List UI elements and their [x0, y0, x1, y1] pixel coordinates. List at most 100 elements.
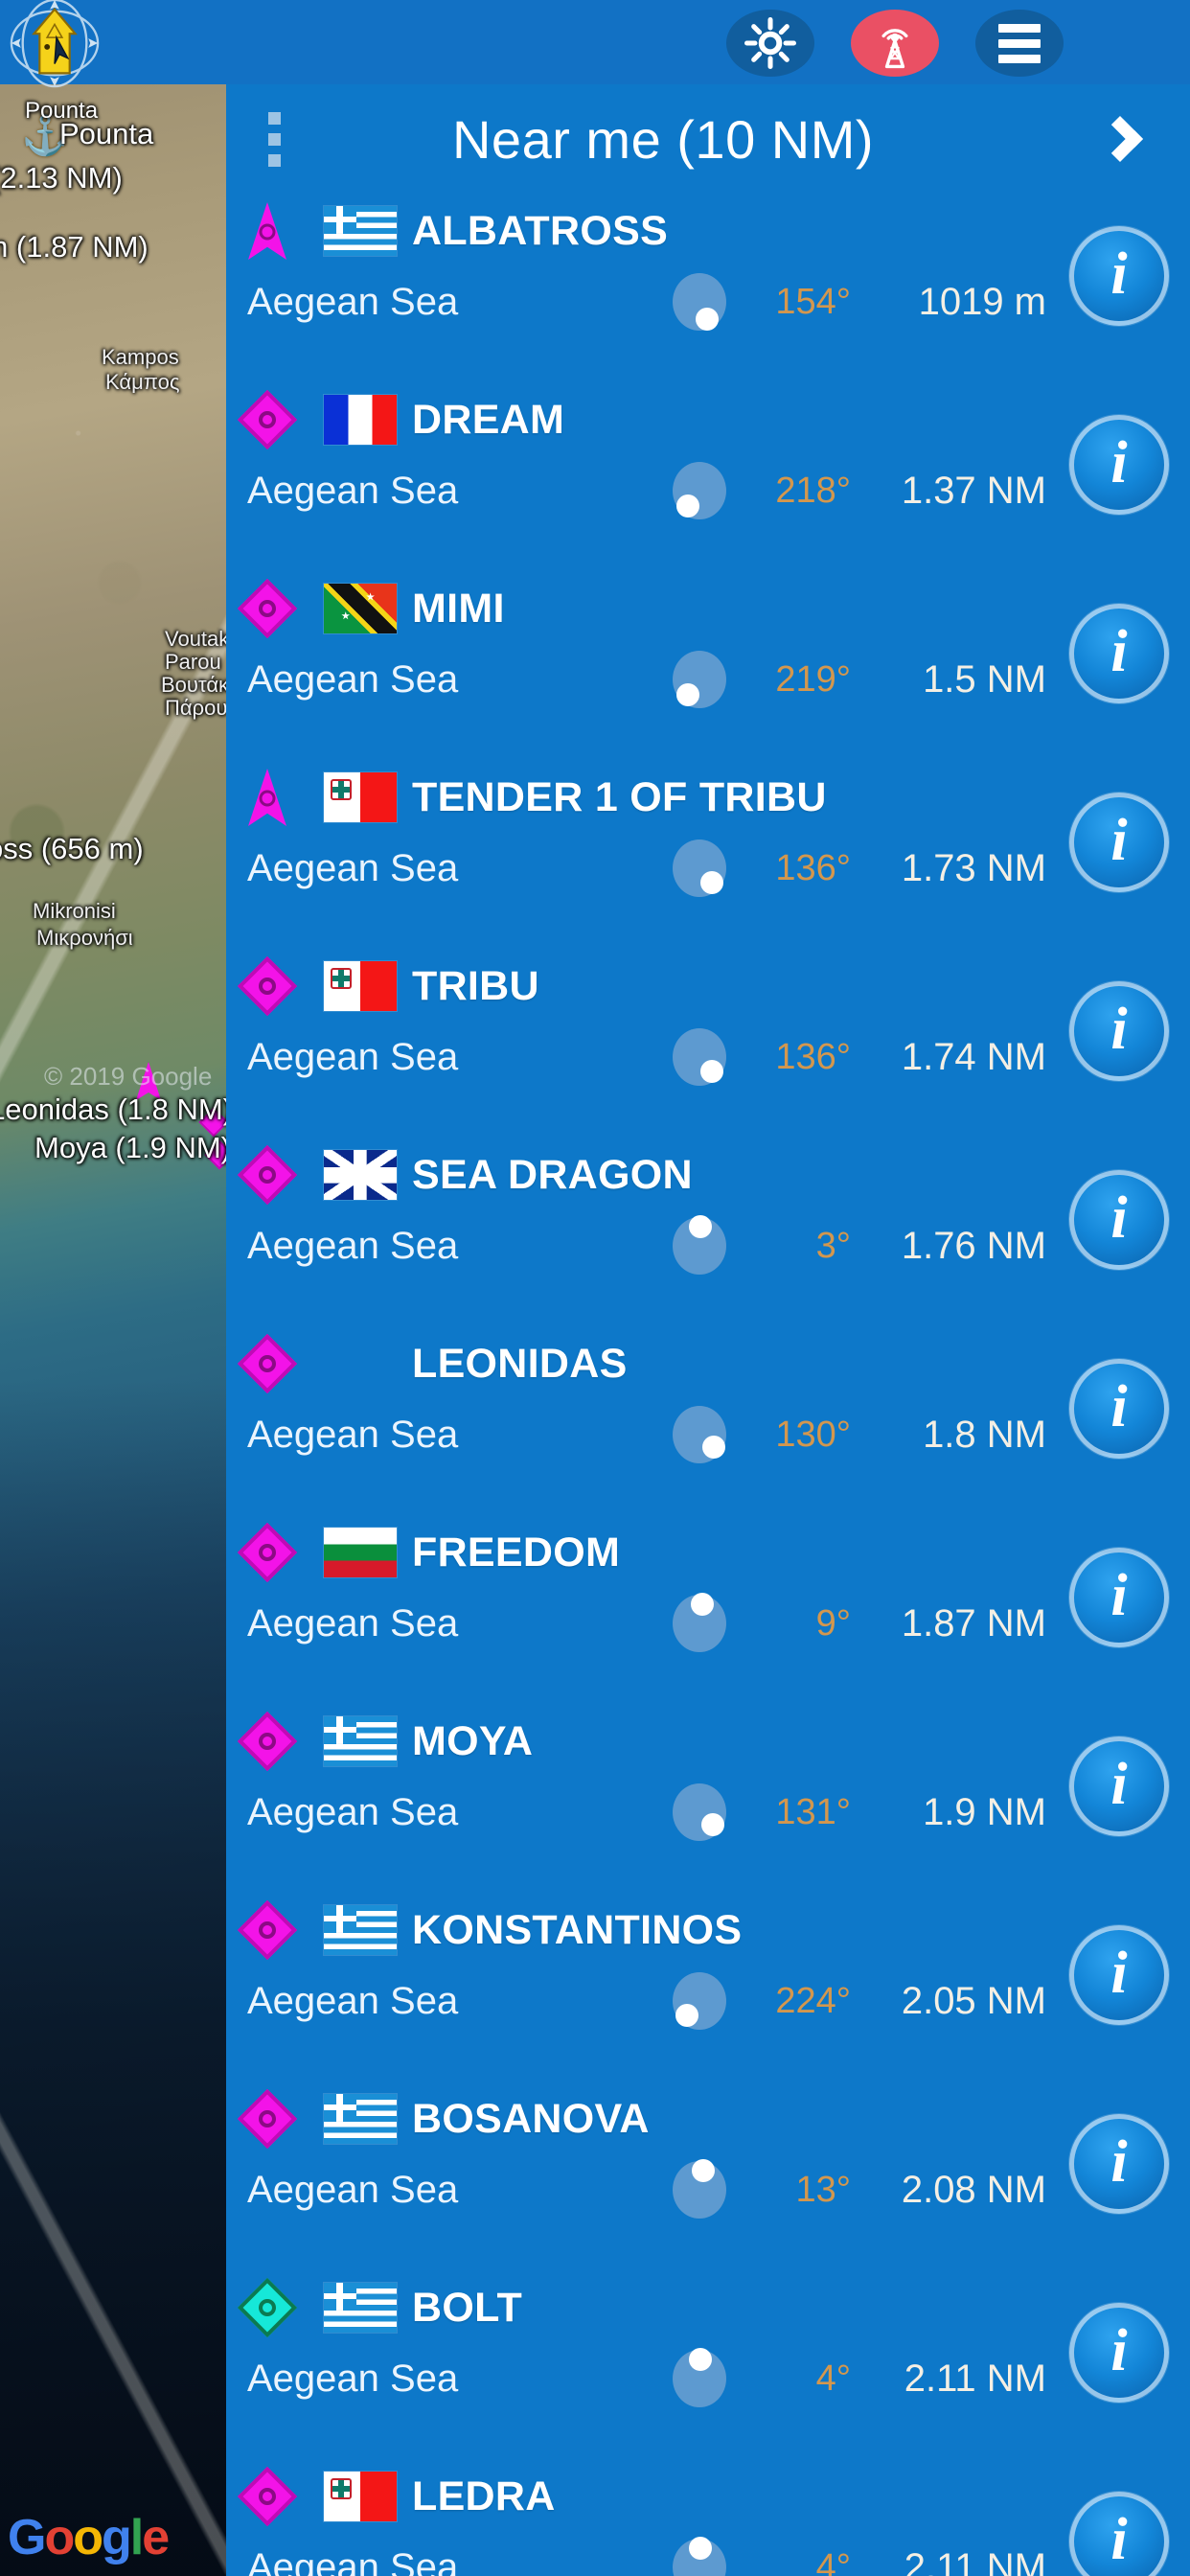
- vessel-distance: 1.73 NM: [901, 846, 1046, 889]
- vessel-row[interactable]: LEDRA Aegean Sea 4° 2.11 NM i: [226, 2451, 1190, 2576]
- vessel-metrics: 9° 1.87 NM: [673, 1588, 1046, 1659]
- vessel-status-icon: [226, 578, 309, 639]
- vessel-row-primary: KONSTANTINOS: [226, 1895, 742, 1966]
- bearing-compass-icon: [673, 651, 726, 708]
- vessel-metrics: 218° 1.37 NM: [673, 455, 1046, 526]
- vessel-bearing: 4°: [815, 2546, 851, 2576]
- vessel-distance: 2.11 NM: [904, 2357, 1046, 2400]
- vessel-row[interactable]: ALBATROSS Aegean Sea 154° 1019 m i: [226, 186, 1190, 375]
- vessel-flag: [309, 206, 412, 256]
- flag-kn-icon: [324, 584, 397, 633]
- vessel-name: BOSANOVA: [412, 2095, 650, 2142]
- vessel-distance: 1.74 NM: [901, 1035, 1046, 1078]
- settings-wheel-button[interactable]: [726, 10, 814, 77]
- page-title: Near me (10 NM): [451, 108, 875, 170]
- vessel-diamond-icon: [237, 1144, 298, 1206]
- vessel-flag: [309, 961, 412, 1011]
- vessel-flag: [309, 772, 412, 822]
- vessel-info-button[interactable]: i: [1069, 226, 1169, 326]
- vessel-row-primary: ALBATROSS: [226, 196, 668, 266]
- vessel-distance: 1.76 NM: [901, 1224, 1046, 1267]
- bearing-compass-icon: [673, 1028, 726, 1086]
- vessel-row[interactable]: KONSTANTINOS Aegean Sea 224° 2.05 NM i: [226, 1885, 1190, 2074]
- vessel-info-button[interactable]: i: [1069, 1548, 1169, 1647]
- vessel-bearing: 154°: [775, 281, 851, 322]
- map-texture: [0, 84, 226, 2576]
- vessel-row[interactable]: DREAM Aegean Sea 218° 1.37 NM i: [226, 375, 1190, 564]
- vessel-bearing: 9°: [815, 1602, 851, 1644]
- expand-panel-button[interactable]: [1065, 115, 1190, 163]
- flag-gr-icon: [324, 206, 397, 256]
- map-label-voutakia: Voutak: [165, 627, 226, 651]
- ais-broadcast-button[interactable]: [851, 10, 939, 77]
- vessel-row[interactable]: TRIBU Aegean Sea 136° 1.74 NM i: [226, 941, 1190, 1130]
- vessel-info-button[interactable]: i: [1069, 415, 1169, 515]
- vessel-flag: [309, 1339, 412, 1389]
- vessel-info-button[interactable]: i: [1069, 1925, 1169, 2025]
- flag-gr-icon: [324, 2283, 397, 2333]
- vessel-row[interactable]: SEA DRAGON Aegean Sea 3° 1.76 NM i: [226, 1130, 1190, 1319]
- vessel-metrics: 3° 1.76 NM: [673, 1210, 1046, 1281]
- info-icon: i: [1110, 2507, 1128, 2572]
- vessel-row[interactable]: MIMI Aegean Sea 219° 1.5 NM i: [226, 564, 1190, 752]
- vessel-diamond-icon: [237, 2466, 298, 2527]
- vessel-distance: 2.05 NM: [901, 1979, 1046, 2022]
- app-logo-compass-ship-icon[interactable]: [8, 0, 102, 90]
- vessel-status-icon: [226, 2277, 309, 2338]
- vessel-list[interactable]: ALBATROSS Aegean Sea 154° 1019 m i DREAM Aegea…: [226, 186, 1190, 2576]
- vessel-metrics: 131° 1.9 NM: [673, 1777, 1046, 1848]
- vessel-info-button[interactable]: i: [1069, 1736, 1169, 1836]
- vessel-row[interactable]: TENDER 1 OF TRIBU Aegean Sea 136° 1.73 NM i: [226, 752, 1190, 941]
- map-label-albatross-dist: oss (656 m): [0, 832, 144, 865]
- vessel-row[interactable]: FREEDOM Aegean Sea 9° 1.87 NM i: [226, 1507, 1190, 1696]
- vessel-distance: 1.5 NM: [923, 657, 1046, 701]
- vessel-info-button[interactable]: i: [1069, 604, 1169, 703]
- vessel-info-button[interactable]: i: [1069, 981, 1169, 1081]
- vessel-row[interactable]: MOYA Aegean Sea 131° 1.9 NM i: [226, 1696, 1190, 1885]
- vessel-flag: [309, 2094, 412, 2144]
- vessel-status-icon: [226, 1711, 309, 1772]
- vessel-sea-area: Aegean Sea: [247, 846, 459, 889]
- anchor-icon: ⚓: [21, 115, 69, 157]
- drag-dots-icon[interactable]: [240, 111, 309, 167]
- vessel-metrics: 13° 2.08 NM: [673, 2154, 1046, 2225]
- bearing-compass-icon: [673, 462, 726, 519]
- vessel-row[interactable]: LEONIDAS Aegean Sea 130° 1.8 NM i: [226, 1319, 1190, 1507]
- vessel-distance: 1.37 NM: [901, 469, 1046, 512]
- vessel-row[interactable]: BOSANOVA Aegean Sea 13° 2.08 NM i: [226, 2074, 1190, 2263]
- map-label-leonidas: Leonidas (1.8 NM): [0, 1092, 226, 1126]
- map-label-kampos: Kampos: [102, 345, 179, 369]
- map-label-parou-gr: Πάρου: [165, 696, 226, 720]
- vessel-info-button[interactable]: i: [1069, 2114, 1169, 2214]
- flag-mt-icon: [324, 961, 397, 1011]
- vessel-info-button[interactable]: i: [1069, 2492, 1169, 2576]
- vessel-flag: [309, 2472, 412, 2521]
- vessel-info-button[interactable]: i: [1069, 1170, 1169, 1270]
- info-icon: i: [1110, 2129, 1128, 2195]
- vessel-metrics: 4° 2.11 NM: [673, 2532, 1046, 2576]
- vessel-info-button[interactable]: i: [1069, 793, 1169, 892]
- vessel-distance: 1019 m: [918, 280, 1046, 323]
- vessel-sea-area: Aegean Sea: [247, 2545, 459, 2576]
- vessel-row-primary: TRIBU: [226, 951, 539, 1022]
- map-view[interactable]: ⚓ Pounta Pounta (2.13 NM) dom (1.87 NM) …: [0, 84, 226, 2576]
- vessel-row-primary: BOLT: [226, 2272, 522, 2343]
- vessel-row-primary: BOSANOVA: [226, 2083, 650, 2154]
- flag-gr-icon: [324, 1716, 397, 1766]
- vessel-bearing: 224°: [775, 1980, 851, 2021]
- vessel-name: SEA DRAGON: [412, 1151, 693, 1198]
- menu-button[interactable]: [975, 10, 1064, 77]
- vessel-row[interactable]: BOLT Aegean Sea 4° 2.11 NM i: [226, 2263, 1190, 2451]
- vessel-info-button[interactable]: i: [1069, 1359, 1169, 1459]
- vessel-diamond-icon: [237, 1333, 298, 1394]
- ships-wheel-icon: [744, 17, 796, 69]
- vessel-info-button[interactable]: i: [1069, 2303, 1169, 2403]
- vessel-sea-area: Aegean Sea: [247, 280, 459, 323]
- map-label-mikronisi-gr: Μικρονήσι: [36, 926, 133, 950]
- vessel-row-secondary: Aegean Sea 3° 1.76 NM: [226, 1210, 1190, 1281]
- vessel-row-primary: DREAM: [226, 384, 564, 455]
- vessel-row-secondary: Aegean Sea 4° 2.11 NM: [226, 2343, 1190, 2414]
- vessel-name: LEDRA: [412, 2472, 556, 2519]
- vessel-status-icon: [226, 1522, 309, 1583]
- vessel-flag: [309, 1905, 412, 1955]
